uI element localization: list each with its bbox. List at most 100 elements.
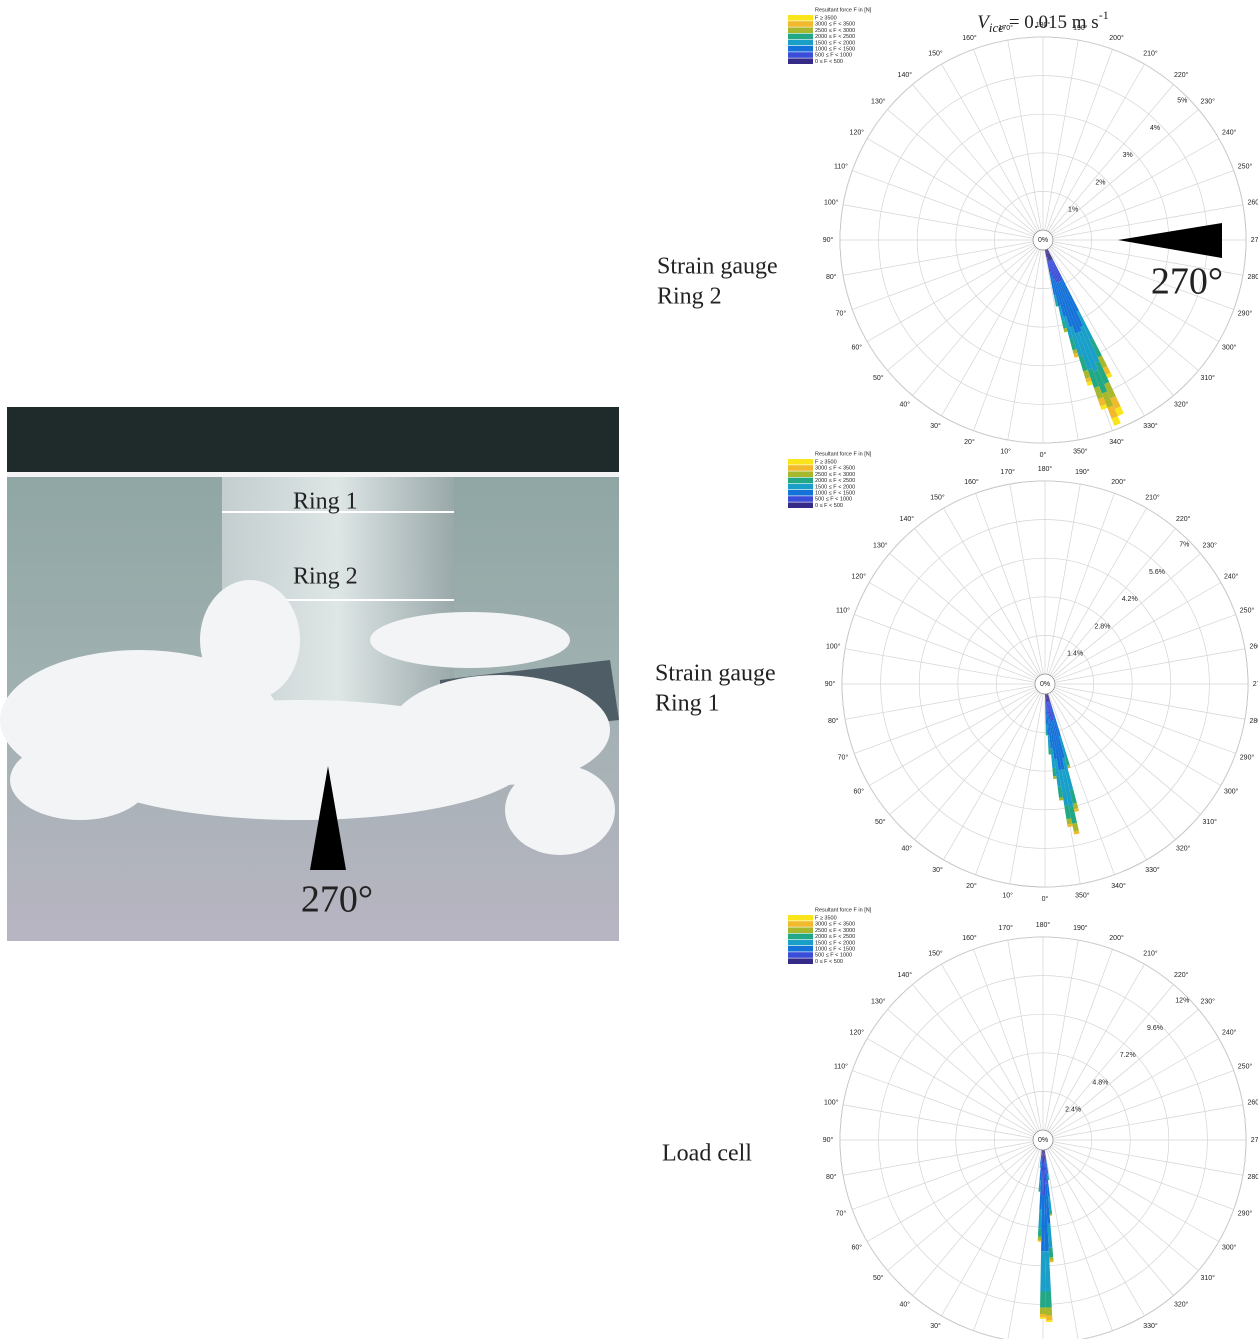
rose-segment bbox=[1053, 279, 1067, 317]
rose-segment bbox=[1039, 1313, 1047, 1318]
theta-tick-label: 10° bbox=[1002, 892, 1013, 900]
theta-tick-label: 50° bbox=[875, 818, 886, 826]
rose-segment bbox=[1089, 338, 1102, 358]
center-hole bbox=[1032, 1129, 1054, 1151]
spoke bbox=[1049, 984, 1174, 1133]
spoke bbox=[1052, 204, 1243, 239]
theta-tick-label: 120° bbox=[852, 572, 867, 580]
rose-segment bbox=[1058, 305, 1065, 322]
legend-label: 500 ≤ F < 1000 bbox=[815, 953, 852, 959]
legend-swatch bbox=[788, 927, 813, 933]
rose-segment bbox=[1054, 759, 1062, 787]
rose-segment bbox=[1038, 1209, 1042, 1229]
rose-segment bbox=[1073, 352, 1079, 358]
spoke bbox=[1052, 1070, 1234, 1137]
center-hole bbox=[1032, 229, 1054, 251]
theta-tick-label: 150° bbox=[928, 950, 943, 958]
ring bbox=[994, 191, 1092, 289]
rose-chart: 0°10°20°30°40°50°60°70°80°90°100°110°120… bbox=[662, 907, 1258, 1339]
rose-segment bbox=[1052, 717, 1065, 759]
rose-segment bbox=[1049, 1213, 1053, 1216]
rose-segment bbox=[1051, 275, 1061, 307]
theta-tick-label: 240° bbox=[1222, 128, 1237, 136]
r-tick-label: 7.2% bbox=[1120, 1052, 1136, 1059]
spoke bbox=[1047, 248, 1145, 416]
rose-segment bbox=[1080, 326, 1100, 363]
r-tick-label: 2.8% bbox=[1094, 623, 1110, 630]
carriage bbox=[7, 407, 619, 473]
spoke bbox=[914, 528, 1039, 677]
theta-tick-label: 160° bbox=[964, 478, 979, 486]
rose-segment bbox=[1043, 1194, 1049, 1252]
spoke bbox=[1048, 693, 1115, 875]
rose-segment bbox=[1046, 257, 1053, 277]
rose-segment bbox=[1072, 349, 1078, 355]
spoke bbox=[1051, 528, 1176, 677]
theta-tick-label: 260° bbox=[1249, 643, 1258, 651]
spoke bbox=[1053, 582, 1221, 680]
theta-tick-label: 280° bbox=[1247, 273, 1258, 281]
theta-tick-label: 20° bbox=[966, 882, 977, 890]
theta-tick-label: 190° bbox=[1073, 24, 1088, 32]
rose-segment bbox=[1060, 276, 1080, 313]
theta-tick-label: 50° bbox=[873, 374, 884, 382]
rose-segment bbox=[1052, 720, 1065, 770]
theta-tick-label: 70° bbox=[836, 1209, 847, 1217]
rose-segment bbox=[1037, 1239, 1042, 1242]
rose-segment bbox=[1058, 797, 1064, 801]
spoke bbox=[1009, 484, 1044, 675]
theta-tick-label: 60° bbox=[854, 787, 865, 795]
spoke bbox=[1054, 648, 1245, 683]
legend-label: 2500 ≤ F < 3000 bbox=[815, 928, 855, 934]
r-tick-label: 4.8% bbox=[1092, 1079, 1108, 1086]
legend-swatch bbox=[788, 477, 813, 484]
spoke bbox=[867, 138, 1035, 236]
rose-segment bbox=[1111, 416, 1121, 426]
theta-tick-label: 120° bbox=[850, 128, 865, 136]
rose-segment bbox=[1052, 767, 1057, 777]
rose-segment bbox=[1046, 710, 1050, 736]
ring bbox=[918, 557, 1172, 811]
rose-segment bbox=[1059, 281, 1082, 333]
rose-segment bbox=[1038, 1188, 1041, 1192]
legend-swatch bbox=[788, 952, 813, 958]
rose-segment bbox=[1044, 1153, 1047, 1162]
r-tick-label: 4.2% bbox=[1122, 596, 1138, 603]
rose-segment bbox=[1049, 1260, 1054, 1263]
rose-segment bbox=[1051, 709, 1061, 737]
legend-title: Resultant force F in [N] bbox=[815, 451, 872, 457]
rose-segment bbox=[1046, 257, 1051, 273]
spoke bbox=[887, 1146, 1036, 1271]
spoke bbox=[941, 248, 1039, 416]
spoke bbox=[941, 1148, 1039, 1316]
rose-segment bbox=[1097, 355, 1108, 369]
r-tick-label: 12% bbox=[1175, 998, 1189, 1005]
theta-tick-label: 260° bbox=[1247, 1099, 1258, 1107]
theta-tick-label: 250° bbox=[1240, 606, 1255, 614]
r-tick-label: 5% bbox=[1177, 98, 1187, 105]
theta-tick-label: 130° bbox=[871, 98, 886, 106]
spoke bbox=[973, 949, 1040, 1131]
theta-tick-label: 150° bbox=[928, 50, 943, 58]
theta-tick-label: 100° bbox=[826, 643, 841, 651]
theta-tick-label: 250° bbox=[1238, 162, 1253, 170]
legend-swatch bbox=[788, 39, 813, 46]
legend-label: 1000 ≤ F < 1500 bbox=[815, 46, 855, 52]
spoke bbox=[1007, 249, 1042, 440]
rose-segment bbox=[1049, 718, 1057, 760]
rose-segment bbox=[1072, 802, 1079, 810]
theta-tick-label: 170° bbox=[998, 24, 1013, 32]
rose-segment bbox=[1046, 693, 1048, 703]
theta-tick-label: 290° bbox=[1238, 309, 1253, 317]
legend-swatch bbox=[788, 958, 813, 964]
theta-tick-label: 140° bbox=[900, 515, 915, 523]
theta-tick-label: 220° bbox=[1176, 515, 1191, 523]
rose-segment bbox=[1045, 249, 1051, 261]
rose-segment bbox=[1060, 280, 1084, 328]
spoke bbox=[1052, 690, 1201, 815]
theta-tick-label: 190° bbox=[1075, 468, 1090, 476]
rose-segment bbox=[1086, 380, 1093, 387]
rose-segment bbox=[1063, 327, 1068, 333]
spoke bbox=[889, 553, 1038, 678]
theta-tick-label: 80° bbox=[826, 273, 837, 281]
